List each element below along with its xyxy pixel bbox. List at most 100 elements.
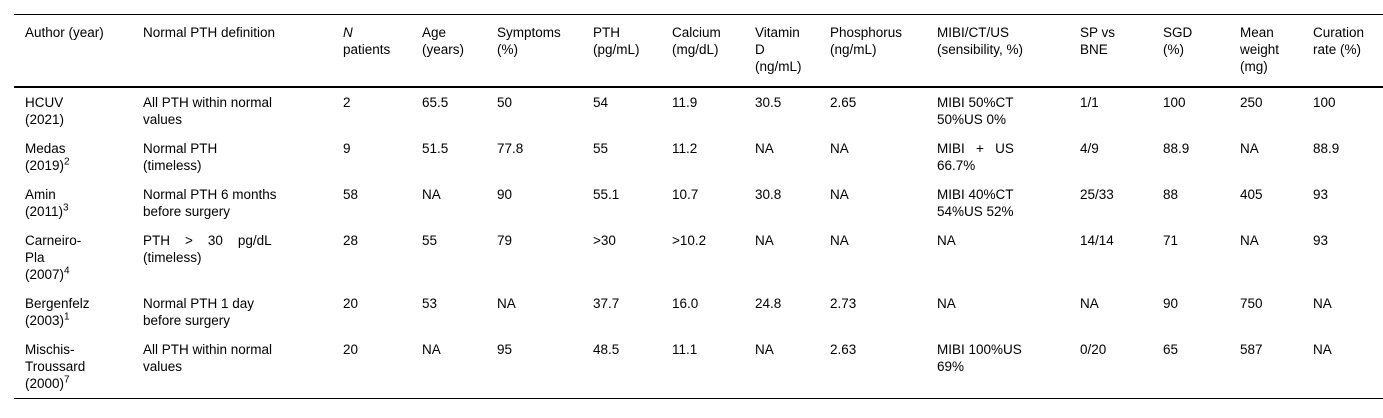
cell-calcium: 11.1 [672,342,698,357]
author-ref-sup: 2 [64,156,70,168]
cell-vitamin-d: 30.8 [755,187,782,202]
cell-age: 53 [422,296,438,311]
cell-symptoms: NA [497,296,516,311]
cell-pth: >30 [593,233,616,248]
author-text: Mischis- Troussard (2000) [25,342,86,391]
table-body: HCUV (2021) All PTH within normal values… [14,87,1383,399]
cell-symptoms: 77.8 [497,141,524,156]
cell-sp-vs-bne: 25/33 [1080,187,1114,202]
n-italic: N [343,25,353,40]
author-text: Amin (2011) [25,187,64,219]
cell-symptoms: 95 [497,342,513,357]
author-ref-sup: 1 [64,311,70,323]
header-cell-mean-weight: Mean weight (mg) [1240,14,1313,88]
cell-sp-vs-bne: NA [1080,296,1099,311]
cell-age: 51.5 [422,141,449,156]
author-text: Medas (2019) [25,141,66,173]
author-ref-sup: 3 [63,202,69,214]
cell-symptoms: 90 [497,187,513,202]
cell-definition: All PTH within normal values [143,95,273,127]
table-row: Mischis- Troussard (2000)7 All PTH withi… [14,335,1383,399]
cell-definition: Normal PTH (timeless) [143,141,218,173]
table-row: Carneiro- Pla (2007)4 PTH > 30 pg/dL (ti… [14,226,1383,289]
cell-n-patients: 2 [343,95,351,110]
author-ref-sup: 4 [64,265,70,277]
author-text: Bergenfelz (2003) [25,296,90,328]
cell-vitamin-d: NA [755,342,774,357]
cell-definition: Normal PTH 1 day before surgery [143,296,255,328]
cell-age: NA [422,187,441,202]
header-cell-pth: PTH (pg/mL) [593,14,672,88]
n-rest: patients [343,42,391,57]
cell-pth: 54 [593,95,609,110]
cell-curation-rate: NA [1313,342,1332,357]
cell-mean-weight: 750 [1240,296,1263,311]
cell-phosphorus: NA [830,233,849,248]
cell-vitamin-d: 24.8 [755,296,782,311]
cell-mibi: NA [937,233,956,248]
cell-sgd: 88.9 [1163,141,1190,156]
cell-curation-rate: 93 [1313,187,1329,202]
cell-pth: 48.5 [593,342,620,357]
cell-sgd: 88 [1163,187,1179,202]
cell-symptoms: 79 [497,233,513,248]
cell-phosphorus: 2.63 [830,342,857,357]
cell-mean-weight: NA [1240,233,1259,248]
cell-sgd: 65 [1163,342,1179,357]
author-text: Carneiro- Pla (2007) [25,233,82,282]
header-cell-definition: Normal PTH definition [143,14,343,88]
cell-pth: 37.7 [593,296,620,311]
header-cell-mibi: MIBI/CT/US (sensibility, %) [937,14,1080,88]
cell-phosphorus: 2.65 [830,95,857,110]
cell-sgd: 90 [1163,296,1179,311]
header-cell-phosphorus: Phosphorus (ng/mL) [830,14,937,88]
cell-curation-rate: 100 [1313,95,1336,110]
table-row: HCUV (2021) All PTH within normal values… [14,87,1383,134]
cell-sgd: 100 [1163,95,1186,110]
cell-sp-vs-bne: 4/9 [1080,141,1099,156]
cell-age: 65.5 [422,95,449,110]
header-cell-symptoms: Symptoms (%) [497,14,593,88]
table-row: Amin (2011)3 Normal PTH 6 months before … [14,180,1383,226]
cell-sp-vs-bne: 0/20 [1080,342,1107,357]
header-cell-sgd: SGD (%) [1163,14,1240,88]
cell-phosphorus: 2.73 [830,296,857,311]
cell-n-patients: 20 [343,296,359,311]
cell-n-patients: 20 [343,342,359,357]
cell-mean-weight: NA [1240,141,1259,156]
cell-mibi: MIBI 40%CT 54%US 52% [937,187,1014,219]
cell-vitamin-d: NA [755,233,774,248]
cell-curation-rate: 93 [1313,233,1329,248]
cell-phosphorus: NA [830,141,849,156]
cell-age: NA [422,342,441,357]
cell-calcium: 11.9 [672,95,698,110]
header-cell-calcium: Calcium (mg/dL) [672,14,755,88]
header-cell-age: Age (years) [422,14,497,88]
author-text: HCUV (2021) [25,95,65,127]
table-row: Bergenfelz (2003)1 Normal PTH 1 day befo… [14,289,1383,335]
cell-curation-rate: NA [1313,296,1332,311]
cell-mibi: MIBI + US 66.7% [937,141,1014,173]
cell-age: 55 [422,233,438,248]
cell-author: Carneiro- Pla (2007)4 [14,226,143,289]
cell-mibi: MIBI 100%US 69% [937,342,1022,374]
header-cell-author: Author (year) [14,14,143,88]
cell-definition: PTH > 30 pg/dL (timeless) [143,233,272,265]
cell-sp-vs-bne: 1/1 [1080,95,1099,110]
cell-calcium: >10.2 [672,233,707,248]
cell-author: HCUV (2021) [14,87,143,134]
author-ref-sup: 7 [64,374,70,386]
cell-vitamin-d: 30.5 [755,95,782,110]
cell-sgd: 71 [1163,233,1179,248]
cell-mibi: NA [937,296,956,311]
cell-mean-weight: 587 [1240,342,1263,357]
cell-curation-rate: 88.9 [1313,141,1340,156]
cell-symptoms: 50 [497,95,513,110]
cell-author: Amin (2011)3 [14,180,143,226]
cell-mibi: MIBI 50%CT 50%US 0% [937,95,1014,127]
cell-calcium: 10.7 [672,187,699,202]
